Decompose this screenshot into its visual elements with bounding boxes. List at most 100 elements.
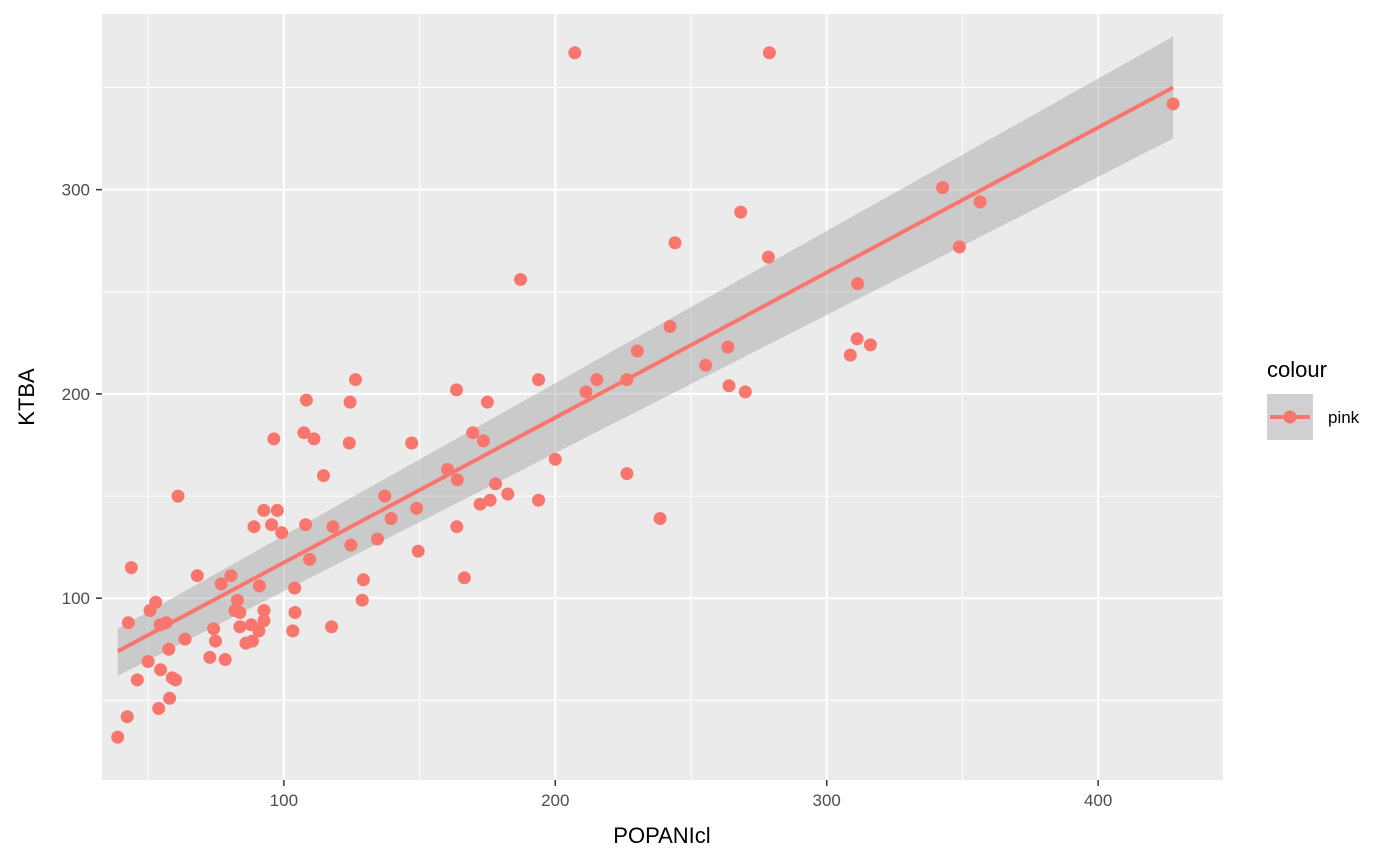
data-point-102 [952,240,966,254]
data-point-82 [579,385,593,399]
data-point-51 [325,620,339,634]
data-point-60 [378,489,392,503]
data-point-46 [299,518,313,532]
data-point-8 [152,702,166,715]
major-gridlines [102,14,1223,780]
data-point-32 [247,520,261,534]
data-point-24 [224,569,238,583]
data-point-73 [480,395,494,409]
data-point-31 [245,634,259,648]
data-point-90 [699,358,713,372]
data-point-61 [384,512,398,525]
data-point-97 [843,348,857,362]
x-tick-label-1: 200 [541,791,569,810]
data-point-72 [476,434,490,448]
data-point-103 [973,195,987,209]
data-point-40 [270,503,284,517]
data-point-55 [344,538,358,552]
data-point-58 [356,573,370,587]
data-point-0 [111,730,125,744]
data-point-96 [762,46,776,60]
data-point-49 [307,432,321,446]
data-point-5 [141,655,155,668]
data-point-42 [286,624,300,638]
data-point-16 [171,489,185,503]
legend-key-point [1283,410,1297,424]
data-point-101 [936,181,950,195]
x-tick-label-2: 300 [813,791,841,810]
data-point-75 [489,477,503,491]
data-point-39 [267,432,281,446]
data-point-80 [548,452,562,466]
data-point-33 [252,624,266,638]
data-point-48 [303,552,317,566]
data-point-81 [568,46,582,60]
data-point-23 [218,653,232,666]
data-point-34 [252,579,266,593]
data-point-57 [355,593,369,607]
data-points [111,46,1180,744]
data-point-88 [663,320,677,333]
data-point-4 [130,673,144,687]
data-point-95 [761,250,775,264]
data-point-36 [257,614,271,628]
data-point-70 [466,426,480,440]
data-point-38 [265,518,279,532]
data-point-20 [207,622,221,636]
data-point-53 [342,436,356,450]
data-point-100 [863,338,877,352]
confidence-band [117,36,1174,676]
data-point-52 [326,520,340,534]
y-axis: 100 200 300 [62,181,102,608]
data-point-99 [851,277,865,291]
data-point-3 [124,561,138,575]
data-point-26 [230,593,244,607]
data-point-22 [214,577,228,591]
plot-panel [102,14,1223,780]
data-point-94 [738,385,752,399]
data-point-74 [483,493,497,507]
data-point-62 [405,436,419,450]
data-point-66 [450,383,463,397]
data-point-44 [288,606,302,619]
data-point-59 [371,532,384,546]
data-point-54 [343,395,357,409]
data-point-27 [233,620,247,634]
data-point-104 [1166,97,1180,111]
data-point-15 [169,673,183,687]
data-point-79 [532,493,545,507]
data-point-1 [120,710,134,724]
legend-title: colour [1267,357,1327,382]
regression-line [116,85,1174,654]
data-point-35 [257,503,271,517]
y-tick-label-1: 200 [62,385,90,404]
data-point-92 [722,379,736,393]
data-point-87 [653,512,667,525]
data-point-19 [203,650,217,664]
data-point-77 [514,273,527,286]
data-point-83 [590,373,604,387]
data-point-37 [257,604,271,617]
data-point-69 [457,571,471,585]
data-point-98 [850,332,864,346]
data-point-17 [178,632,192,646]
minor-gridlines [102,14,1223,780]
regression-line-path [116,85,1174,654]
legend-label-pink: pink [1328,408,1360,427]
y-tick-label-0: 100 [62,589,90,608]
data-point-63 [410,501,424,515]
data-point-18 [190,569,204,583]
confidence-band-area [117,36,1174,676]
data-point-47 [299,393,313,407]
x-tick-label-3: 400 [1084,791,1112,810]
data-point-67 [450,473,464,487]
y-tick-label-2: 300 [62,181,90,200]
x-axis-title: POPANIcl [613,823,710,848]
data-point-78 [532,373,545,387]
data-point-41 [275,526,289,540]
data-point-89 [668,236,682,250]
data-point-12 [162,642,176,656]
data-point-93 [734,205,748,219]
data-point-68 [450,520,464,534]
